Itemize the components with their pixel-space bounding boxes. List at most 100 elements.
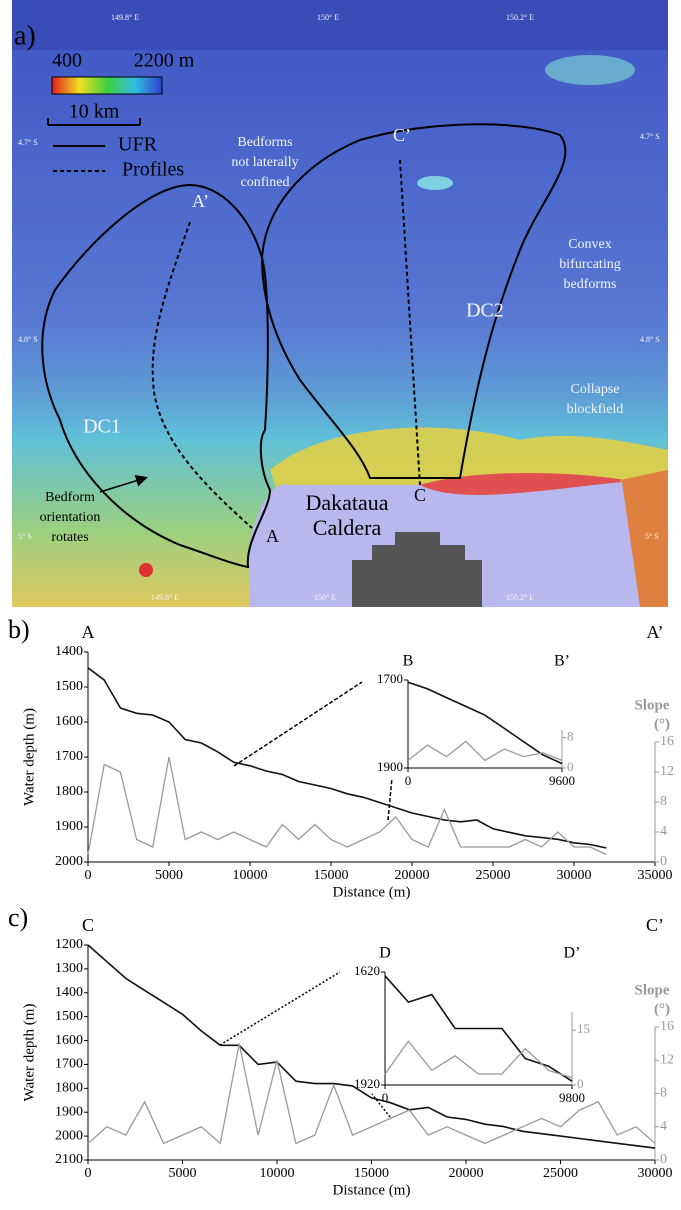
series-line xyxy=(87,1043,656,1145)
connector xyxy=(387,777,393,821)
y2-tick-label: 16 xyxy=(660,1019,674,1034)
y-axis-label: Water depth (m) xyxy=(21,708,37,806)
x-tick-label: 30000 xyxy=(638,1166,673,1181)
seamount xyxy=(545,55,635,85)
connector xyxy=(219,971,341,1046)
legend-label: Profiles xyxy=(122,159,184,181)
bathymetry-top xyxy=(12,0,668,50)
lat-label: 4.7° S xyxy=(640,132,660,141)
y-tick-label: 1300 xyxy=(55,961,83,976)
annotation: Bedforms xyxy=(237,135,292,150)
profile-start: A xyxy=(82,622,95,642)
volcano xyxy=(139,563,153,577)
lon-label: 150° E xyxy=(317,13,339,22)
y-axis-label: Water depth (m) xyxy=(21,1004,37,1102)
y-tick-label: 1700 xyxy=(55,1057,83,1072)
y2-tick-label: 12 xyxy=(660,1052,674,1067)
point-label: A xyxy=(266,526,279,546)
point-label: C’ xyxy=(393,125,411,145)
x-tick-label: 9800 xyxy=(559,1090,585,1105)
y2-tick-label: 0 xyxy=(660,854,667,869)
x-tick-label: 0 xyxy=(405,773,412,788)
panel-label: a) xyxy=(14,20,36,51)
panel-label: b) xyxy=(8,615,30,644)
series-line xyxy=(384,1040,573,1079)
profile-start: B xyxy=(403,653,414,670)
x-tick-label: 0 xyxy=(85,1166,92,1181)
annotation: orientation xyxy=(40,510,101,525)
connector xyxy=(371,1093,391,1118)
profile-line xyxy=(399,159,421,486)
x-axis-label: Distance (m) xyxy=(333,1182,411,1198)
y2-axis-label: Slope xyxy=(634,697,669,713)
x-tick-label: 15000 xyxy=(354,1166,389,1181)
y-tick-label: 1920 xyxy=(354,1076,380,1091)
map-panel: a) 149.8° E 150° E 150.2° E 149.8° E 150… xyxy=(12,0,668,607)
y-tick-label: 1500 xyxy=(55,679,83,694)
ufr-outline xyxy=(41,183,272,569)
colorbar-label: 400 xyxy=(52,50,82,72)
x-tick-label: 30000 xyxy=(557,868,592,883)
x-tick-label: 25000 xyxy=(476,868,511,883)
region-label: DC2 xyxy=(466,300,504,322)
colorbar-label: 2200 m xyxy=(134,50,195,72)
y2-tick-label: 8 xyxy=(660,1086,667,1101)
y-tick-label: 1900 xyxy=(55,1104,83,1119)
lat-label: 5° S xyxy=(645,532,659,541)
arrow xyxy=(99,474,148,493)
annotation: Bedform xyxy=(45,490,95,505)
profile-start: D xyxy=(379,945,391,962)
annotation: Collapse xyxy=(571,382,620,397)
annotation: blockfield xyxy=(567,402,624,417)
y-tick-label: 1700 xyxy=(377,671,403,686)
x-tick-label: 10000 xyxy=(233,868,268,883)
y2-tick-label: 4 xyxy=(660,824,667,839)
panel-label: c) xyxy=(8,903,28,932)
lon-label: 150° E xyxy=(314,593,336,602)
caldera-label: Caldera xyxy=(313,515,382,540)
series-line xyxy=(87,944,656,1149)
legend-label: UFR xyxy=(118,134,158,156)
profile-line xyxy=(151,221,253,529)
y-tick-label: 1800 xyxy=(55,784,83,799)
y2-tick-label: 0 xyxy=(660,1152,667,1167)
lon-label: 150.2° E xyxy=(506,593,534,602)
x-tick-label: 0 xyxy=(382,1090,389,1105)
lat-label: 4.8° S xyxy=(18,335,38,344)
lat-label: 5° S xyxy=(18,532,32,541)
y2-axis-label: (°) xyxy=(654,716,670,732)
y-tick-label: 2000 xyxy=(55,854,83,869)
lon-label: 150.2° E xyxy=(506,13,534,22)
series-line xyxy=(87,667,607,849)
annotation: bifurcating xyxy=(559,257,620,272)
profile-end: B’ xyxy=(554,653,570,670)
annotation: bedforms xyxy=(564,277,617,292)
y2-tick-label: 12 xyxy=(660,764,674,779)
annotation: rotates xyxy=(51,530,88,545)
ufr-outline xyxy=(260,123,567,479)
y2-axis-label: (°) xyxy=(654,1001,670,1017)
y2-tick-label: 4 xyxy=(660,1119,667,1134)
y-tick-label: 1900 xyxy=(377,759,403,774)
caldera-label: Dakataua xyxy=(305,490,388,515)
profile-end: D’ xyxy=(564,945,581,962)
y-tick-label: 1900 xyxy=(55,819,83,834)
x-tick-label: 10000 xyxy=(260,1166,295,1181)
y-tick-label: 1400 xyxy=(55,644,83,659)
y-tick-label: 1600 xyxy=(55,714,83,729)
y2-tick-label: 0 xyxy=(577,1076,584,1091)
x-tick-label: 0 xyxy=(85,868,92,883)
annotation: confined xyxy=(241,175,290,190)
colorbar xyxy=(51,76,163,95)
y-tick-label: 1620 xyxy=(354,963,380,978)
x-tick-label: 9600 xyxy=(549,773,575,788)
y-tick-label: 1600 xyxy=(55,1033,83,1048)
y2-tick-label: 0 xyxy=(567,759,574,774)
point-label: A’ xyxy=(192,191,209,211)
y2-axis-label: Slope xyxy=(634,982,669,998)
y2-tick-label: 8 xyxy=(660,794,667,809)
y-tick-label: 1400 xyxy=(55,985,83,1000)
lon-label: 149.8° E xyxy=(111,13,139,22)
x-axis-label: Distance (m) xyxy=(333,884,411,900)
